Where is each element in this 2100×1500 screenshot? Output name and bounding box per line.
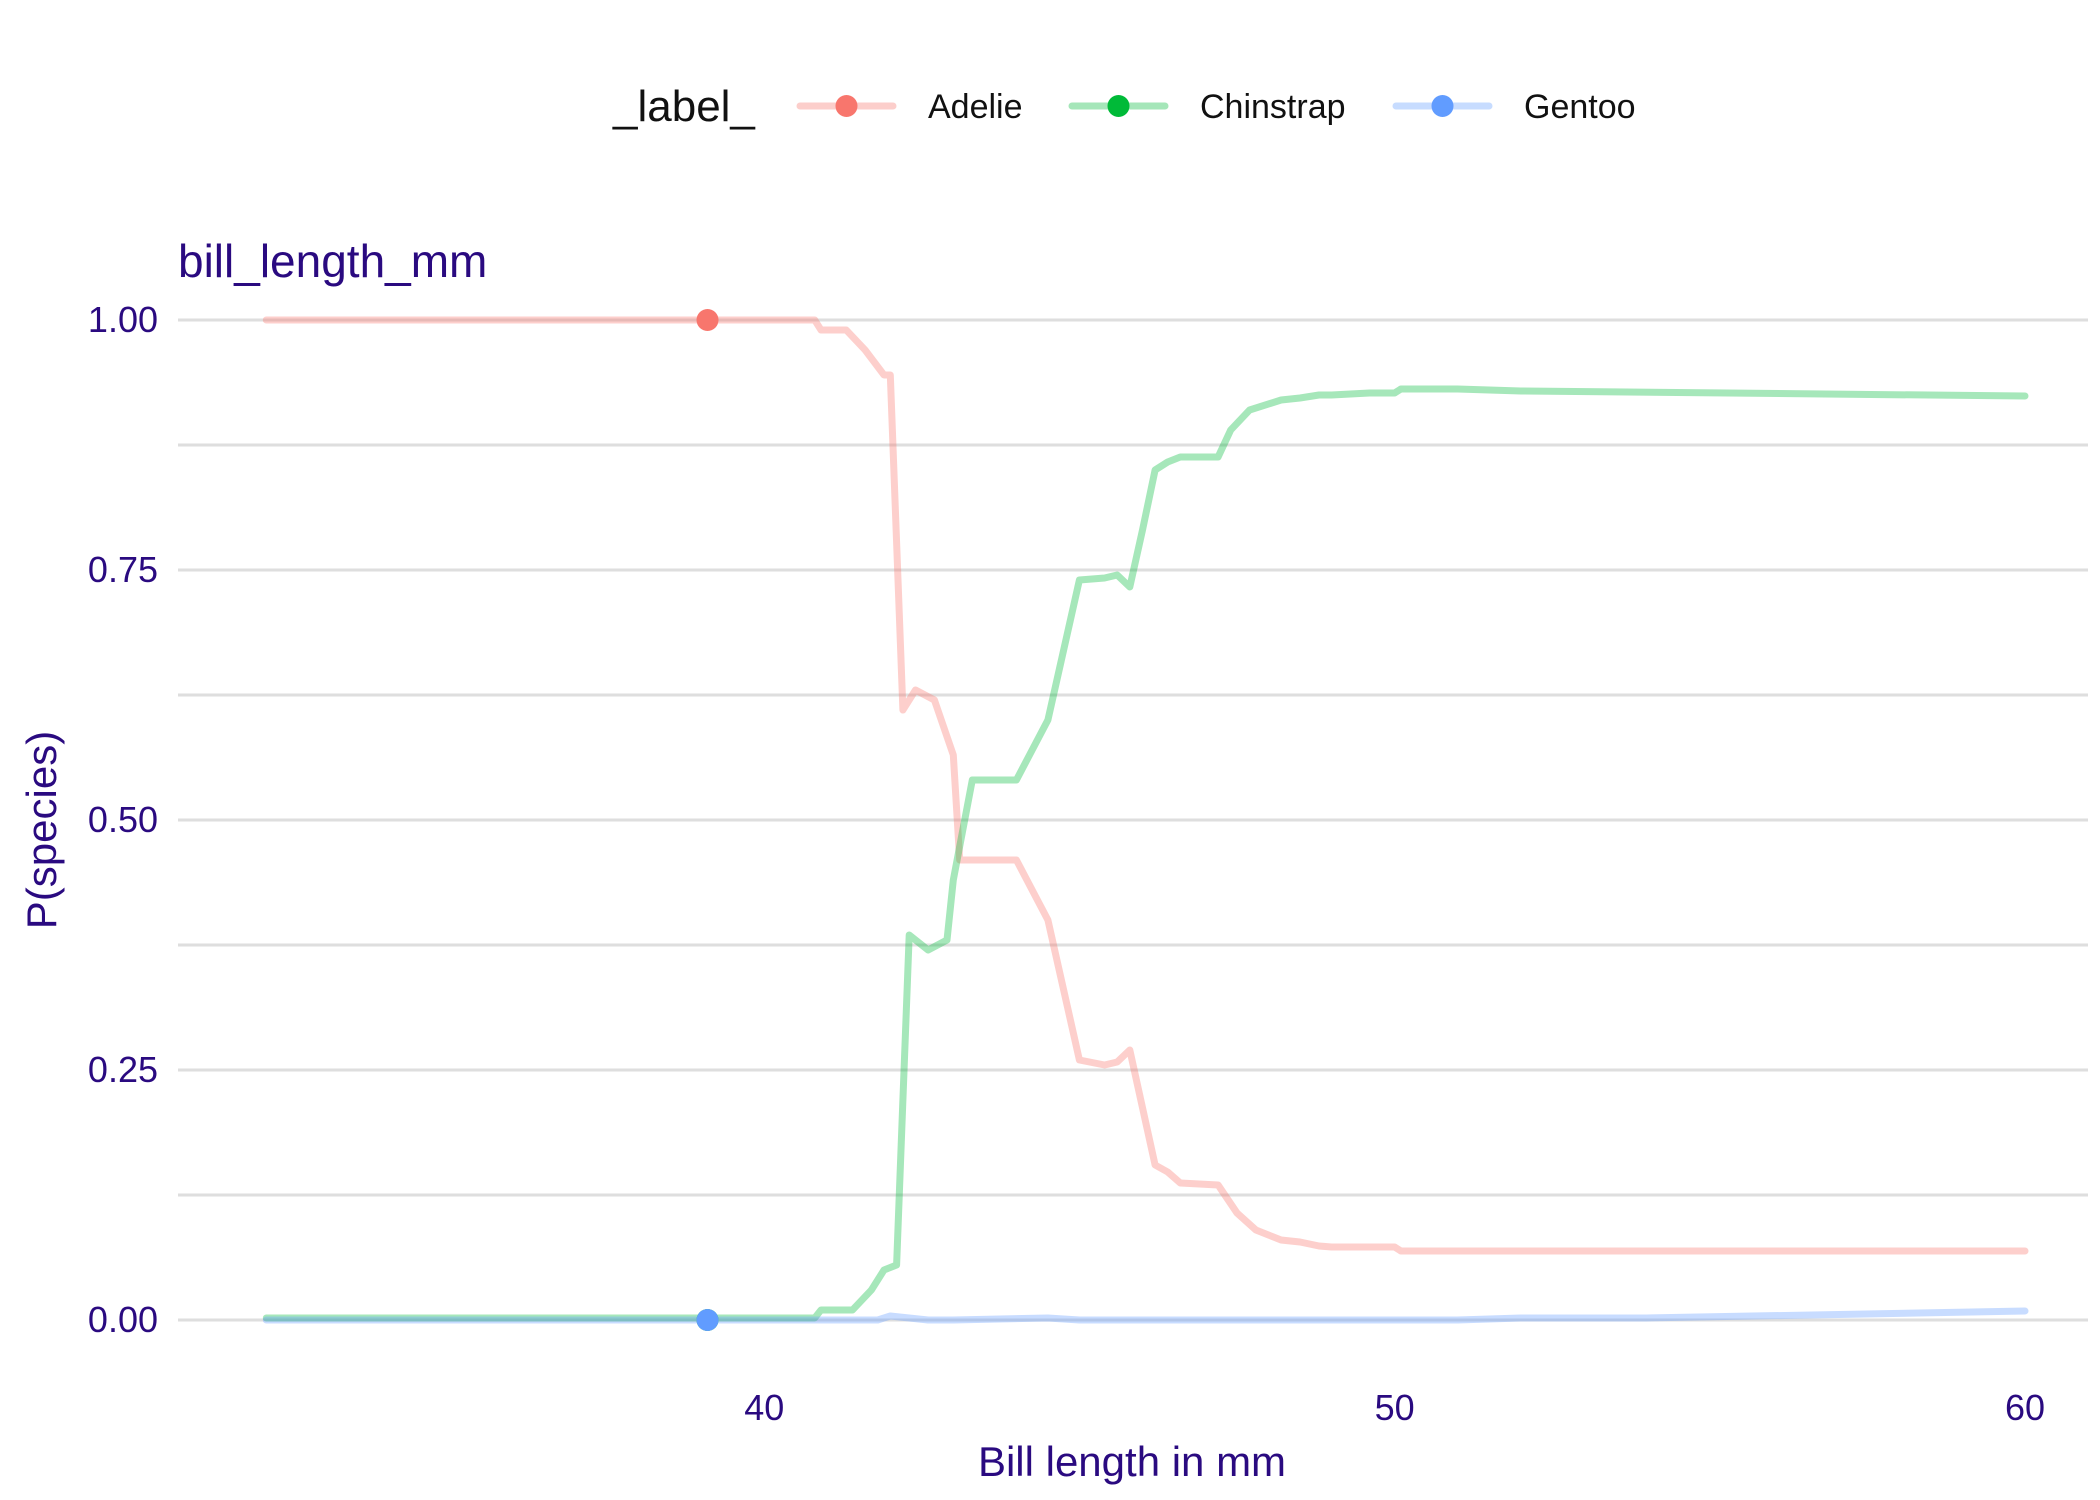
series-line-adelie (262, 316, 2029, 1255)
x-tick-labels: 40 50 60 (744, 1387, 2045, 1428)
x-axis-title: Bill length in mm (978, 1438, 1286, 1485)
series-lines (262, 316, 2029, 1324)
y-tick-label: 0.25 (88, 1049, 158, 1090)
y-tick-label: 0.00 (88, 1299, 158, 1340)
legend: _label_ Adelie Chinstrap Gentoo (612, 82, 1636, 131)
legend-key-point-adelie (835, 95, 858, 117)
y-tick-label: 0.75 (88, 549, 158, 590)
panel-title: bill_length_mm (178, 235, 487, 287)
legend-label-chinstrap: Chinstrap (1200, 88, 1346, 126)
series-line-gentoo (262, 1307, 2029, 1324)
observation-points (696, 309, 719, 1331)
legend-label-gentoo: Gentoo (1524, 88, 1636, 126)
y-tick-labels: 0.00 0.25 0.50 0.75 1.00 (88, 299, 158, 1340)
grid (178, 318, 2088, 1322)
legend-key-point-gentoo (1431, 95, 1454, 117)
y-tick-label: 1.00 (88, 299, 158, 340)
x-tick-label: 60 (2005, 1387, 2045, 1428)
x-tick-label: 40 (744, 1387, 784, 1428)
observation-point-gentoo (696, 1309, 719, 1331)
y-axis-title: P(species) (18, 731, 65, 929)
series-line-chinstrap (262, 385, 2029, 1322)
x-tick-label: 50 (1375, 1387, 1415, 1428)
y-tick-label: 0.50 (88, 799, 158, 840)
observation-point-adelie (696, 309, 719, 331)
legend-label-adelie: Adelie (928, 88, 1023, 126)
legend-key-point-chinstrap (1107, 95, 1130, 117)
legend-title: _label_ (612, 82, 755, 131)
